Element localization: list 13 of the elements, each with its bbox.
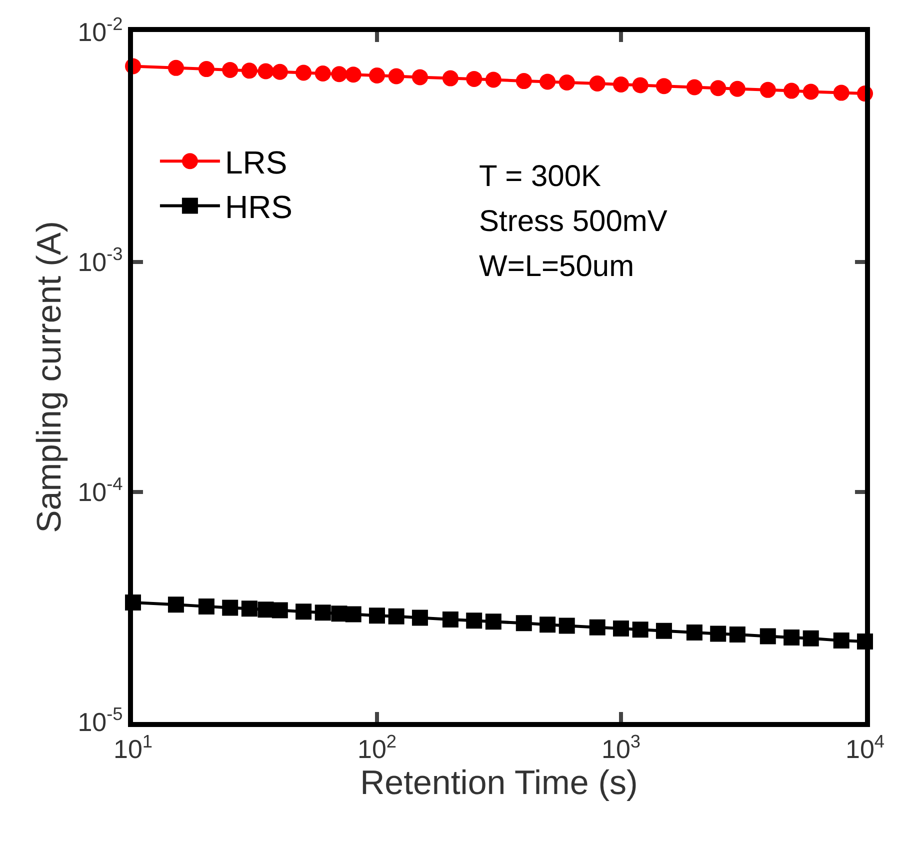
y-axis-title: Sampling current (A) [30,221,68,533]
y-tick-label: 10$^{-4}$ [78,474,123,508]
y-tick-label: 10$^{-3}$ [78,244,123,278]
x-tick-label: 10$^{3}$ [601,731,641,764]
x-tick-label: 10$^{4}$ [845,731,885,764]
y-tick-label: 10$^{-2}$ [78,14,123,48]
x-axis-title: Retention Time (s) [360,764,638,802]
annotation: W=L=50um [479,250,634,283]
annotation: T = 300K [479,160,602,193]
legend-label: HRS [224,189,293,226]
x-tick-label: 10$^{2}$ [357,731,397,764]
legend-label: LRS [224,144,288,181]
annotation: Stress 500mV [479,205,668,238]
